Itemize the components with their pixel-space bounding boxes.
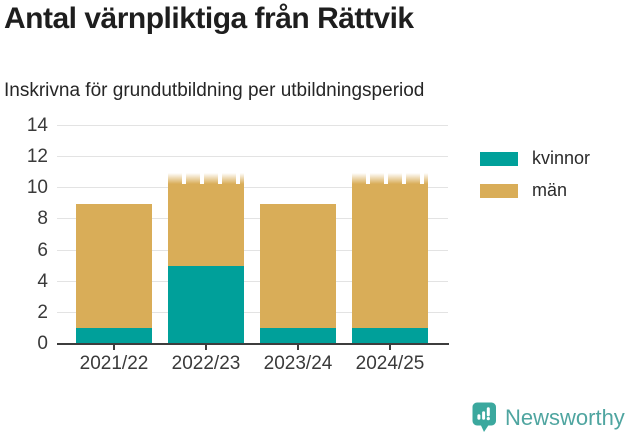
legend-item-kvinnor: kvinnor [480,148,590,169]
bar-2024-25-män [352,172,428,329]
newsworthy-logo-icon [472,402,496,432]
gridline-y-10 [57,187,448,189]
gridline-y-4 [57,280,448,282]
chart-subtitle: Inskrivna för grundutbildning per utbild… [4,80,425,101]
gridline-y-8 [57,218,448,220]
legend: kvinnor män [480,148,590,212]
bar-2023-24-kvinnor [260,328,336,344]
legend-item-män: män [480,180,590,201]
bar-2023-24-män [260,203,336,329]
y-tick-label-0: 0 [37,333,48,354]
x-tick-2023-24 [297,345,299,350]
bar-chart-plot [57,125,448,344]
y-tick-label-12: 12 [26,146,48,168]
x-tick-2021-22 [113,345,115,350]
x-tick-label-2024-25: 2024/25 [355,353,425,374]
gridline-y-2 [57,311,448,313]
legend-swatch-kvinnor [480,151,518,166]
x-tick-2024-25 [389,345,391,350]
bar-faded-top [168,172,244,184]
legend-label-kvinnor: kvinnor [532,148,591,168]
y-tick-label-4: 4 [37,270,48,292]
bar-2021-22-kvinnor [76,328,152,344]
x-tick-label-2021-22: 2021/22 [79,353,149,374]
y-tick-label-10: 10 [26,177,48,199]
y-tick-label-6: 6 [37,239,48,261]
gridline-y-14 [57,125,448,126]
brand-footer-link[interactable]: Newsworthy [472,402,625,433]
x-tick-label-2023-24: 2023/24 [263,353,333,374]
gridline-y-12 [57,156,448,158]
bar-faded-top [352,172,428,184]
y-tick-label-14: 14 [26,115,48,136]
x-tick-label-2022-23: 2022/23 [171,353,241,374]
page-title: Antal värnpliktiga från Rättvik [4,2,414,35]
x-axis-line [57,343,449,345]
x-tick-2022-23 [205,345,207,350]
bar-2024-25-kvinnor [352,328,428,344]
gridline-y-6 [57,249,448,251]
bar-2022-23-kvinnor [168,266,244,344]
y-tick-label-2: 2 [37,301,48,323]
bar-2022-23-män [168,172,244,267]
x-axis [57,343,449,351]
legend-label-män: män [532,180,568,200]
y-tick-label-8: 8 [37,208,48,230]
bar-2021-22-män [76,203,152,329]
legend-swatch-män [480,183,518,198]
brand-name: Newsworthy [505,404,625,430]
